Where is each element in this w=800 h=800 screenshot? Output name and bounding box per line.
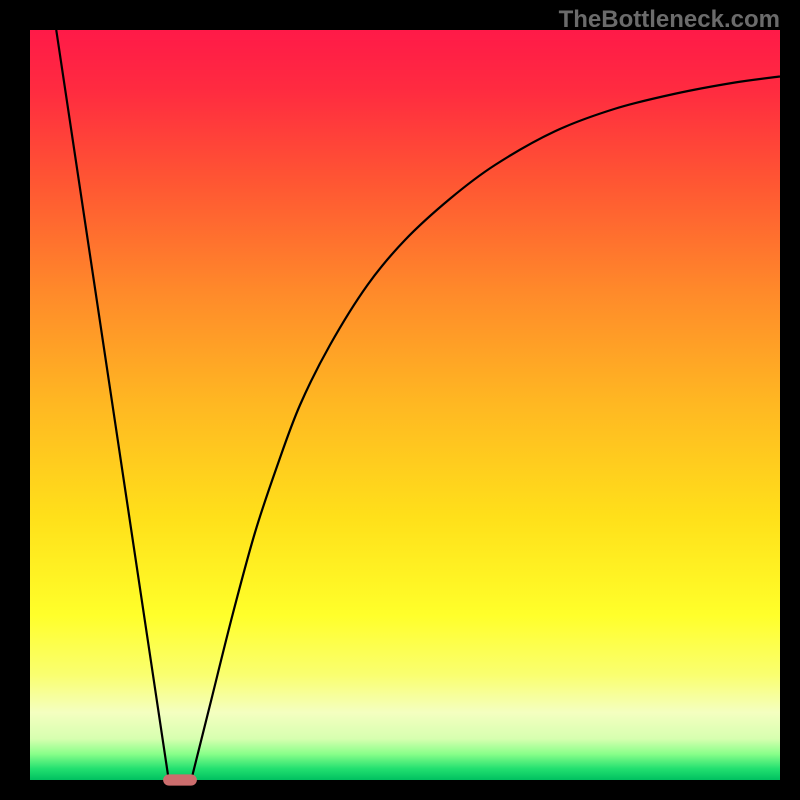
chart-container: TheBottleneck.com bbox=[0, 0, 800, 800]
minimum-marker bbox=[163, 774, 197, 785]
watermark-text: TheBottleneck.com bbox=[559, 6, 780, 34]
plot-background bbox=[30, 30, 780, 780]
bottleneck-chart bbox=[0, 0, 800, 800]
